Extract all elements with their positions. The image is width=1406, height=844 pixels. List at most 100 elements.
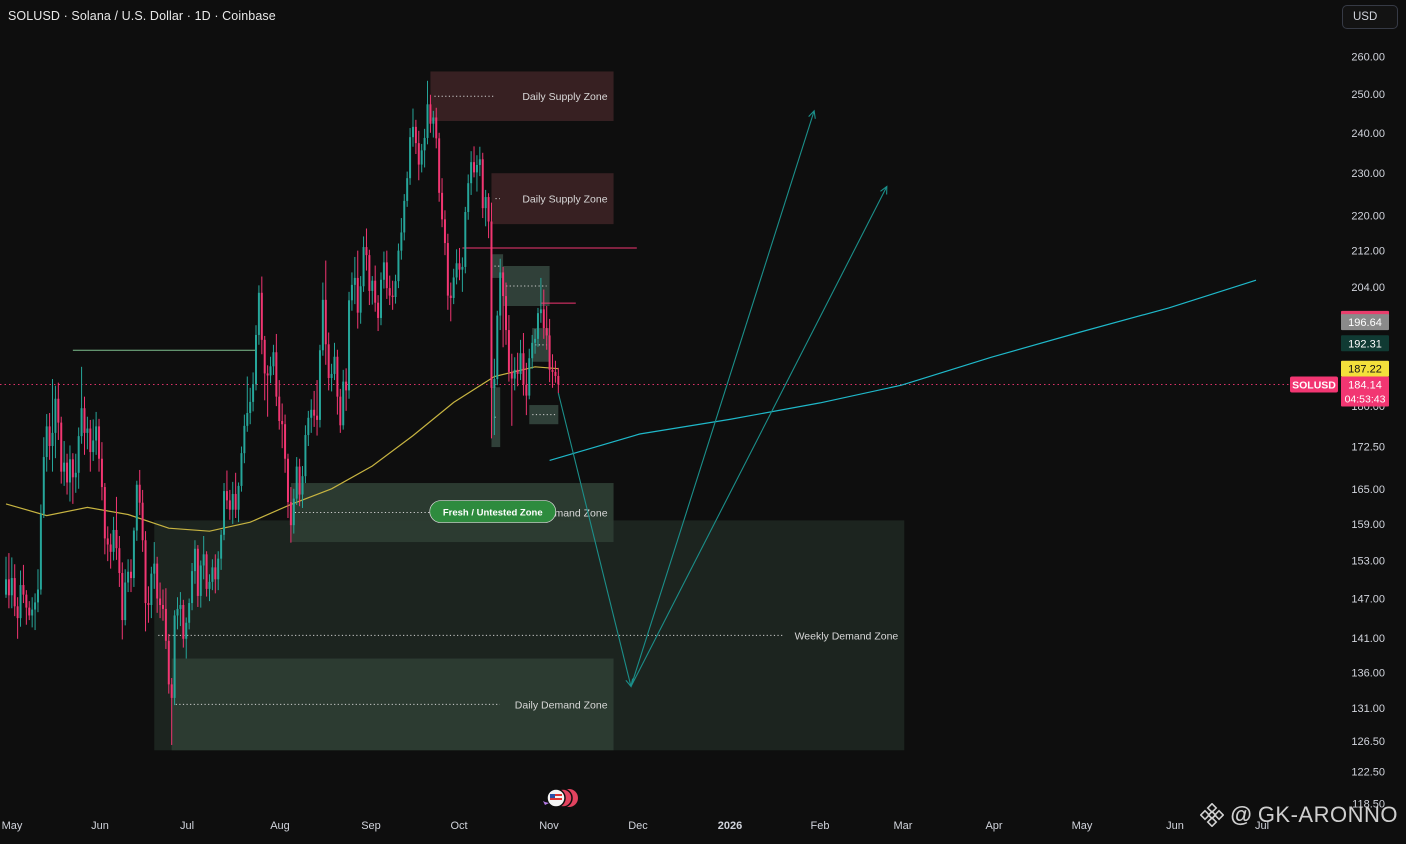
candle-142 [417,130,420,181]
candle-body-46 [138,484,141,503]
candle-44 [132,527,135,587]
x-tick-label-5: Oct [450,820,467,832]
candle-185 [542,289,545,339]
candle-178 [522,332,525,396]
binance-logo-icon [1200,803,1225,827]
candle-body-134 [394,281,397,298]
candle-106 [313,390,316,427]
candle-87 [257,285,260,345]
candle-body-5 [19,585,22,619]
candle-33 [100,442,103,501]
candle-body-98 [289,502,292,526]
candle-body-16 [51,432,54,446]
candle-body-30 [92,440,95,453]
candle-body-45 [135,484,138,531]
price-axis: 260.00 250.00 240.00 230.00 220.00 212.00 204.… [1290,0,1406,839]
candle-body-155 [455,263,458,278]
candle-73 [217,551,220,591]
candle-body-105 [310,409,313,418]
candle-body-150 [441,192,444,220]
candle-body-47 [141,502,144,541]
candle-21 [66,453,69,495]
candle-body-185 [542,309,545,329]
candle-body-28 [86,428,89,433]
zone-rect-0 [430,71,614,121]
candle-body-51 [153,563,156,574]
projection-arrow-0 [557,392,632,687]
candle-108 [318,344,321,428]
candle-113 [333,342,336,381]
candle-40 [121,562,124,640]
candle-body-110 [324,299,327,345]
candle-90 [266,365,269,417]
candle-body-40 [121,573,124,621]
projection-curve [549,279,1257,461]
candle-144 [423,128,426,168]
candle-114 [336,349,339,415]
candle-body-36 [109,544,112,552]
x-tick-label-9: Feb [811,820,830,832]
candle-body-149 [438,138,441,193]
candle-84 [249,387,252,425]
candle-body-33 [100,458,103,488]
candle-body-62 [185,622,188,639]
candle-133 [391,280,394,310]
flag-badge-icon[interactable] [540,787,580,809]
y-tick-label-17: 131.00 [1351,703,1385,715]
candle-body-74 [220,534,223,559]
candle-57 [170,678,173,745]
candle-7 [25,590,28,625]
candle-body-111 [327,344,330,379]
candle-4 [16,597,19,639]
candle-body-99 [292,498,295,526]
candle-129 [380,272,383,326]
candle-body-164 [481,159,484,209]
candle-16 [51,379,54,472]
price-tag-3: 187.22 [1348,364,1382,376]
candle-105 [310,399,313,433]
x-tick-label-13: Jun [1166,820,1184,832]
candle-body-83 [246,412,249,426]
candle-104 [307,410,310,446]
candle-166 [487,193,490,239]
candle-body-171 [502,272,505,297]
candle-175 [513,357,516,391]
candle-145 [426,80,429,145]
candle-25 [77,427,80,489]
candle-6 [22,564,25,604]
candle-27 [83,396,86,455]
candle-body-13 [42,457,45,514]
candle-body-102 [301,476,304,495]
watermark-at: @ [1230,802,1252,827]
chart-title: SOLUSD · Solana / U.S. Dollar · 1D · Coi… [8,9,276,23]
candle-50 [150,566,153,619]
currency-button[interactable]: USD [1342,5,1398,29]
zone-box-2 [532,328,550,362]
x-tick-label-1: Jun [91,820,109,832]
candle-72 [214,554,217,594]
candle-body-6 [22,585,25,595]
candle-147 [432,110,435,138]
y-tick-label-13: 153.00 [1351,556,1385,568]
candle-160 [470,151,473,195]
candle-75 [223,483,226,541]
candle-171 [502,266,505,348]
candle-134 [394,274,397,304]
candle-body-70 [208,581,211,589]
candle-body-84 [249,401,252,413]
candle-body-67 [199,565,202,596]
candle-body-93 [275,352,278,397]
candle-body-20 [63,462,66,472]
candle-156 [458,247,461,281]
candle-body-27 [83,408,86,433]
candle-body-76 [225,491,228,501]
candle-body-173 [507,330,510,372]
candle-body-80 [237,485,240,510]
candle-body-1 [7,579,10,596]
price-tag-2: 192.31 [1348,338,1382,350]
candle-37 [112,516,115,561]
candle-body-103 [304,435,307,477]
candle-14 [45,414,48,472]
